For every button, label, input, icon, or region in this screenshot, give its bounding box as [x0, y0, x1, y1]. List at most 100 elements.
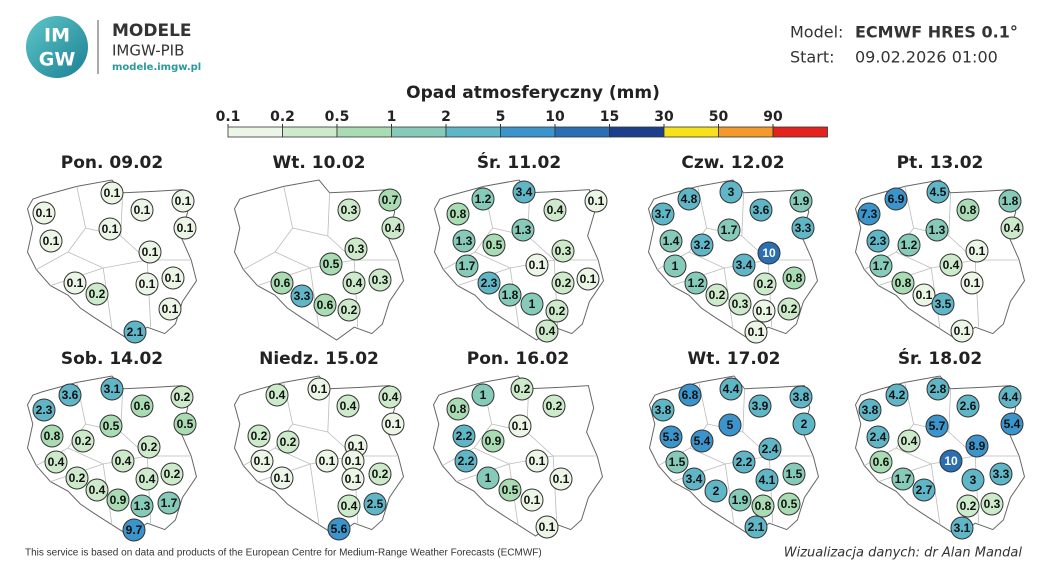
value-circle [939, 253, 963, 277]
value-circle [728, 292, 752, 316]
panel-title: Sob. 14.02 [61, 349, 163, 369]
value-label: 2.3 [481, 276, 498, 290]
value-label: 0.1 [512, 419, 529, 433]
value-label: 0.1 [385, 417, 402, 431]
panel-title: Pon. 16.02 [467, 349, 569, 369]
value-circle [897, 233, 921, 257]
value-circle [137, 435, 161, 459]
value-label: 2.2 [736, 455, 753, 469]
value-circle [58, 383, 82, 407]
value-label: 0.4 [1004, 221, 1021, 235]
value-label: 0.8 [786, 271, 803, 285]
value-label: 0.5 [177, 417, 194, 431]
value-circle [498, 283, 522, 307]
legend-swatch [663, 126, 719, 138]
value-label: 3.5 [935, 297, 952, 311]
value-label: 2.2 [458, 454, 475, 468]
value-circle [85, 282, 109, 306]
value-label: 0.2 [555, 276, 572, 290]
value-circle [719, 180, 743, 204]
value-label: 2.5 [367, 497, 384, 511]
legend-tick-label: 5 [496, 109, 506, 125]
value-label: 5 [727, 418, 734, 432]
value-label: 1.9 [793, 194, 810, 208]
value-label: 1 [480, 388, 487, 402]
value-label: 0.1 [345, 472, 362, 486]
value-label: 0.2 [164, 467, 181, 481]
value-label: 3.8 [655, 403, 672, 417]
value-circle [535, 319, 559, 343]
value-circle [584, 189, 608, 213]
panel-title: Czw. 12.02 [681, 153, 784, 173]
country-outline [26, 375, 198, 537]
value-label: 1.7 [873, 259, 890, 273]
value-circle [510, 377, 534, 401]
value-label: 0.1 [964, 276, 981, 290]
value-circle [885, 383, 909, 407]
value-circle [336, 394, 360, 418]
value-label: 1.2 [475, 192, 492, 206]
legend-swatch [336, 126, 392, 138]
map-panel: Pon. 09.02 0.1 0.1 0.1 0.1 0.1 0.1 0.1 0.1 0.1 0.2… [26, 153, 198, 344]
value-circle [39, 229, 63, 253]
value-label: 0.7 [382, 193, 399, 207]
value-circle [477, 271, 501, 295]
value-label: 0.1 [165, 271, 182, 285]
value-label: 0.1 [756, 304, 773, 318]
value-label: 2.3 [870, 234, 887, 248]
map-panel: Pt. 13.02 6.9 4.5 1.8 7.3 0.8 1.3 0.4 2.3 1.2 0.1 1… [854, 153, 1026, 343]
region-border [309, 463, 320, 525]
value-label: 0.3 [341, 203, 358, 217]
value-label: 0.9 [110, 493, 127, 507]
value-circle [866, 425, 890, 449]
value-label: 0.2 [757, 277, 774, 291]
value-label: 0.4 [901, 434, 918, 448]
value-label: 1 [485, 471, 492, 485]
value-circle [512, 180, 536, 204]
value-circle [520, 488, 544, 512]
region-border [974, 259, 980, 328]
value-label: 4.5 [930, 185, 947, 199]
value-label: 0.2 [546, 399, 563, 413]
value-circle [313, 293, 337, 317]
value-circle [525, 449, 549, 473]
value-circle [551, 239, 575, 263]
country-outline [26, 179, 198, 341]
value-label: 0.1 [311, 382, 328, 396]
value-label: 0.1 [954, 324, 971, 338]
value-circle [63, 271, 87, 295]
value-circle [782, 462, 806, 486]
value-label: 0.6 [317, 298, 334, 312]
value-circle [705, 283, 729, 307]
value-label: 0.5 [502, 483, 519, 497]
legend-tick-label: 50 [709, 109, 729, 125]
value-label: 4.4 [1002, 390, 1019, 404]
value-label: 1.3 [929, 223, 946, 237]
value-circle [157, 491, 181, 515]
value-label: 0.4 [547, 203, 564, 217]
value-circle [543, 198, 567, 222]
value-label: 0.8 [44, 429, 61, 443]
value-label: 0.6 [873, 455, 890, 469]
value-circle [337, 298, 361, 322]
value-label: 0.8 [960, 203, 977, 217]
value-circle [290, 284, 314, 308]
value-circle [956, 494, 980, 518]
value-label: 0.2 [781, 302, 798, 316]
value-circle [866, 229, 890, 253]
value-circle [891, 271, 915, 295]
value-circle [1000, 216, 1024, 240]
value-label: 0.1 [529, 454, 546, 468]
panel-title: Śr. 18.02 [898, 347, 982, 369]
value-circle [791, 216, 815, 240]
value-label: 9.7 [126, 523, 143, 537]
legend-swatch [609, 126, 665, 138]
value-label: 3.9 [752, 399, 769, 413]
country-outline [433, 179, 605, 341]
legend-tick-label: 0.2 [270, 109, 295, 125]
value-label: 0.2 [960, 499, 977, 513]
value-label: 3.6 [62, 388, 79, 402]
map-panel: Wt. 10.020.30.70.40.30.50.63.30.4 0.30.6 0… [233, 153, 405, 341]
legend-tick-label: 10 [545, 109, 565, 125]
region-border [552, 455, 558, 524]
